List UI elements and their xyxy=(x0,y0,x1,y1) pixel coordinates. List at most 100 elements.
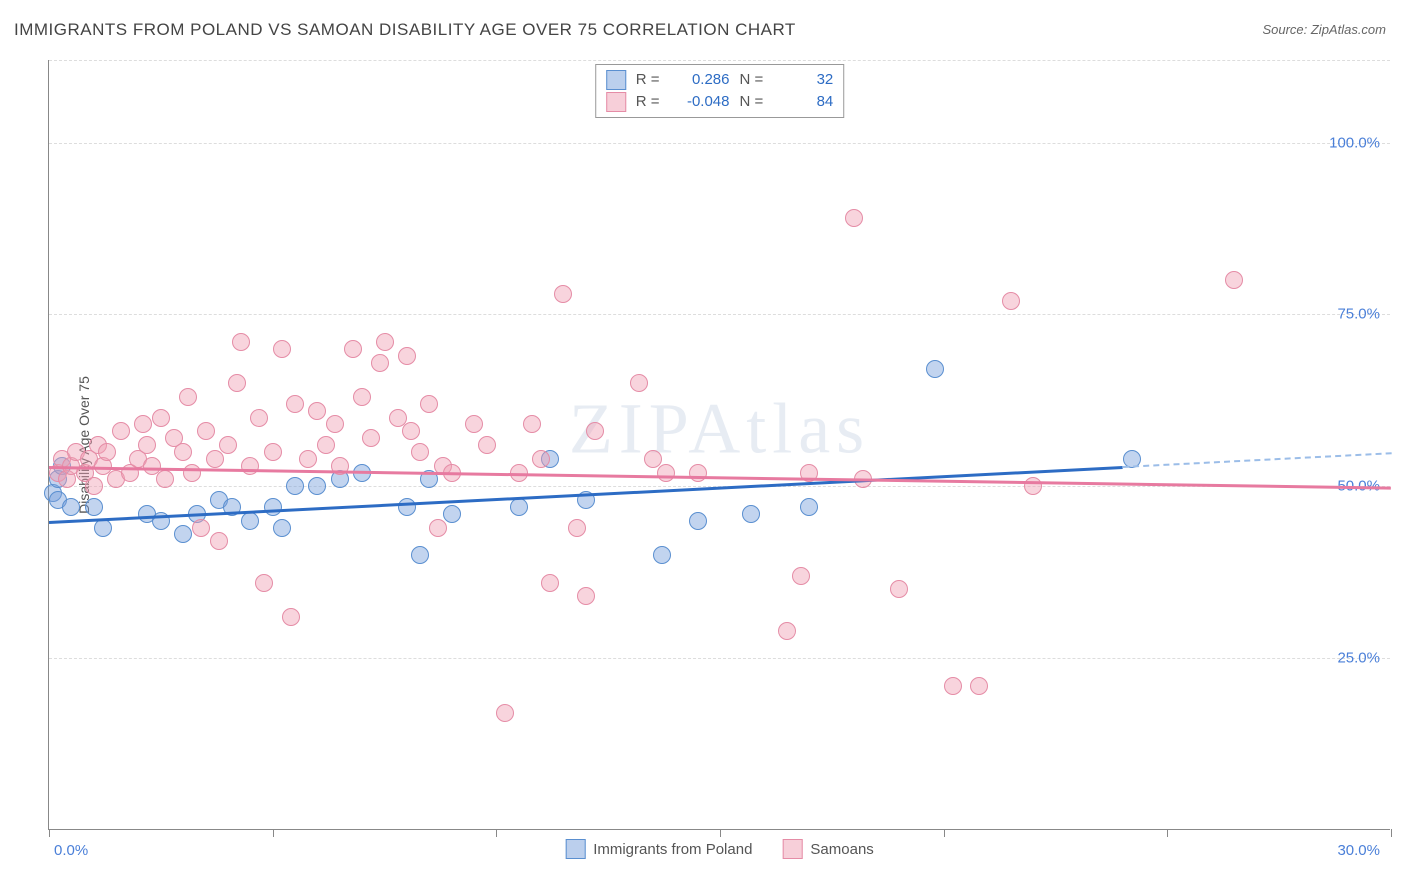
data-point xyxy=(210,532,228,550)
data-point xyxy=(398,498,416,516)
x-tick xyxy=(944,829,945,837)
gridline xyxy=(49,314,1390,315)
legend-item: Samoans xyxy=(782,839,873,859)
series-legend: Immigrants from Poland Samoans xyxy=(565,839,874,859)
data-point xyxy=(554,285,572,303)
x-tick xyxy=(49,829,50,837)
x-axis-min-label: 0.0% xyxy=(54,842,88,859)
data-point xyxy=(192,519,210,537)
data-point xyxy=(532,450,550,468)
x-tick xyxy=(496,829,497,837)
data-point xyxy=(657,464,675,482)
gridline xyxy=(49,60,1390,61)
legend-label: Samoans xyxy=(810,841,873,858)
data-point xyxy=(152,409,170,427)
data-point xyxy=(138,436,156,454)
data-point xyxy=(586,422,604,440)
data-point xyxy=(255,574,273,592)
data-point xyxy=(362,429,380,447)
r-value: 0.286 xyxy=(670,69,730,91)
data-point xyxy=(344,340,362,358)
data-point xyxy=(411,546,429,564)
data-point xyxy=(970,677,988,695)
data-point xyxy=(429,519,447,537)
data-point xyxy=(376,333,394,351)
data-point xyxy=(443,505,461,523)
data-point xyxy=(179,388,197,406)
data-point xyxy=(232,333,250,351)
data-point xyxy=(1024,477,1042,495)
data-point xyxy=(689,464,707,482)
swatch-icon xyxy=(782,839,802,859)
data-point xyxy=(282,608,300,626)
data-point xyxy=(273,519,291,537)
plot-area: ZIPAtlas Disability Age Over 75 R = 0.28… xyxy=(48,60,1390,830)
data-point xyxy=(653,546,671,564)
swatch-icon xyxy=(606,70,626,90)
data-point xyxy=(62,498,80,516)
legend-label: Immigrants from Poland xyxy=(593,841,752,858)
r-label: R = xyxy=(636,69,660,91)
data-point xyxy=(411,443,429,461)
n-value: 84 xyxy=(773,91,833,113)
data-point xyxy=(183,464,201,482)
data-point xyxy=(541,574,559,592)
x-tick xyxy=(1167,829,1168,837)
r-label: R = xyxy=(636,91,660,113)
legend-item: Immigrants from Poland xyxy=(565,839,752,859)
data-point xyxy=(98,443,116,461)
n-label: N = xyxy=(740,91,764,113)
data-point xyxy=(174,443,192,461)
data-point xyxy=(792,567,810,585)
data-point xyxy=(778,622,796,640)
trend-line xyxy=(1123,452,1392,468)
data-point xyxy=(206,450,224,468)
data-point xyxy=(174,525,192,543)
data-point xyxy=(85,477,103,495)
data-point xyxy=(1225,271,1243,289)
data-point xyxy=(156,470,174,488)
data-point xyxy=(264,498,282,516)
x-tick xyxy=(720,829,721,837)
swatch-icon xyxy=(565,839,585,859)
correlation-row: R = 0.286 N = 32 xyxy=(606,69,834,91)
data-point xyxy=(630,374,648,392)
watermark-text: ZIPAtlas xyxy=(569,388,870,471)
data-point xyxy=(299,450,317,468)
data-point xyxy=(577,587,595,605)
x-axis-max-label: 30.0% xyxy=(1337,842,1380,859)
data-point xyxy=(353,388,371,406)
x-tick xyxy=(273,829,274,837)
data-point xyxy=(112,422,130,440)
data-point xyxy=(420,395,438,413)
data-point xyxy=(85,498,103,516)
data-point xyxy=(402,422,420,440)
gridline xyxy=(49,143,1390,144)
n-label: N = xyxy=(740,69,764,91)
data-point xyxy=(94,519,112,537)
data-point xyxy=(308,477,326,495)
data-point xyxy=(241,512,259,530)
data-point xyxy=(465,415,483,433)
data-point xyxy=(134,415,152,433)
data-point xyxy=(496,704,514,722)
data-point xyxy=(890,580,908,598)
r-value: -0.048 xyxy=(670,91,730,113)
data-point xyxy=(326,415,344,433)
data-point xyxy=(197,422,215,440)
data-point xyxy=(1002,292,1020,310)
data-point xyxy=(845,209,863,227)
data-point xyxy=(371,354,389,372)
data-point xyxy=(219,436,237,454)
source-name: ZipAtlas.com xyxy=(1311,22,1386,37)
data-point xyxy=(568,519,586,537)
gridline xyxy=(49,658,1390,659)
data-point xyxy=(264,443,282,461)
data-point xyxy=(286,477,304,495)
data-point xyxy=(478,436,496,454)
y-tick-label: 75.0% xyxy=(1337,306,1380,323)
data-point xyxy=(944,677,962,695)
data-point xyxy=(398,347,416,365)
data-point xyxy=(273,340,291,358)
data-point xyxy=(926,360,944,378)
